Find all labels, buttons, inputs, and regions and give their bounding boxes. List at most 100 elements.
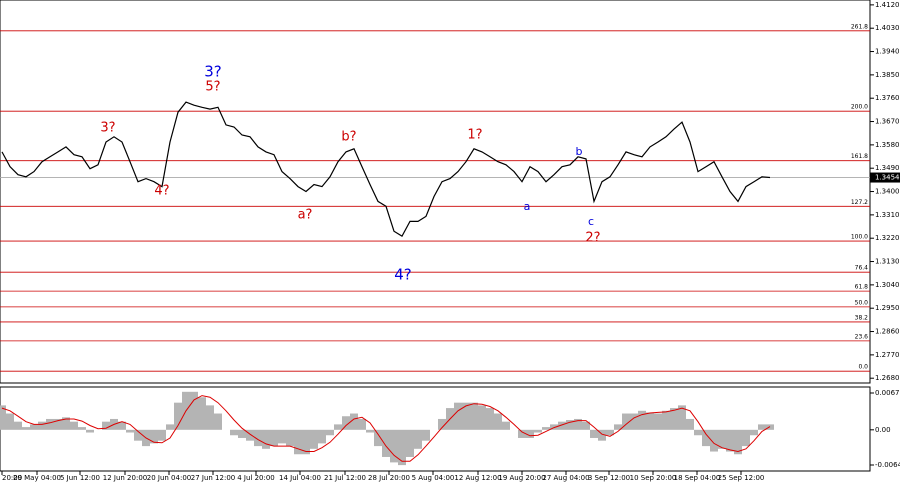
histogram-bar (622, 413, 630, 430)
histogram-bar (190, 391, 198, 430)
y-tick-label: 1.3670 (875, 118, 900, 126)
wave-label: b (576, 145, 583, 158)
oscillator-panel (0, 386, 871, 472)
histogram-bar (350, 413, 358, 430)
price-panel (0, 0, 871, 384)
histogram-bar (46, 418, 54, 430)
x-tick-label: 5 Jun 12:00 (60, 474, 100, 482)
histogram-bar (70, 421, 78, 430)
y-tick-label: 1.2770 (875, 351, 900, 359)
histogram-bar (750, 429, 758, 436)
fib-label: 261.8 (851, 23, 868, 30)
histogram-bar (30, 424, 38, 430)
histogram-bar (310, 429, 318, 449)
histogram-bar (574, 418, 582, 430)
histogram-bar (686, 418, 694, 430)
last-price-box (870, 172, 900, 183)
histogram-bar (734, 429, 742, 455)
x-tick-label: 27 Jun 12:00 (191, 474, 235, 482)
histogram-bar (598, 429, 606, 441)
x-tick-label: 25 Sep 12:00 (718, 474, 765, 482)
x-tick-label: 10 Sep 20:00 (630, 474, 677, 482)
histogram-bar (494, 413, 502, 430)
wave-label: 2? (585, 231, 600, 246)
x-tick-label: 21 Jul 12:00 (324, 474, 366, 482)
histogram-bar (150, 429, 158, 444)
histogram-bar (534, 429, 542, 433)
histogram-bar (566, 420, 574, 430)
histogram-bar (742, 429, 750, 447)
histogram-bar (0, 405, 6, 430)
histogram-bar (22, 427, 30, 430)
y-tick-label: 1.3490 (875, 164, 900, 172)
histogram-bar (134, 429, 142, 441)
histogram-bar (318, 429, 326, 444)
histogram-bar (382, 429, 390, 457)
histogram-bar (606, 429, 614, 436)
histogram-bar (206, 405, 214, 430)
histogram-bar (662, 410, 670, 430)
histogram-bar (670, 408, 678, 430)
histogram-bar (198, 397, 206, 430)
histogram-bar (646, 412, 654, 430)
y-tick-label: 1.3850 (875, 71, 900, 79)
histogram-bar (278, 429, 286, 444)
histogram-bar (366, 429, 374, 433)
fib-label: 200.0 (851, 104, 868, 111)
histogram-bar (86, 429, 94, 433)
wave-label: 1? (467, 128, 482, 143)
wave-label: 3? (204, 63, 222, 81)
x-tick-label: 27 Aug 04:00 (542, 474, 589, 482)
histogram-bar (694, 429, 702, 436)
y-tick-label: -0.00648 (875, 461, 900, 469)
histogram-bar (478, 405, 486, 430)
fib-label: 61.8 (855, 284, 869, 291)
y-tick-label: 1.3040 (875, 281, 900, 289)
x-tick-label: 28 Jul 20:00 (368, 474, 410, 482)
histogram-bar (334, 424, 342, 430)
y-tick-label: 1.3130 (875, 258, 900, 266)
histogram-bar (558, 421, 566, 430)
x-tick-label: 4 Jul 20:00 (237, 474, 275, 482)
wave-label: a (524, 200, 531, 213)
histogram-bar (462, 402, 470, 430)
histogram-bar (678, 405, 686, 430)
fib-label: 76.4 (855, 265, 869, 272)
histogram-bar (54, 418, 62, 430)
histogram-bar (78, 427, 86, 430)
histogram-bar (62, 417, 70, 430)
histogram-bar (254, 429, 262, 447)
histogram-bar (286, 429, 294, 447)
x-tick-label: 12 Aug 12:00 (454, 474, 501, 482)
histogram-bar (518, 429, 526, 438)
histogram-bar (158, 429, 166, 441)
y-tick-label: 1.2860 (875, 328, 900, 336)
signal-line (1, 395, 771, 462)
fib-label: 23.6 (855, 333, 869, 340)
histogram-bar (542, 427, 550, 430)
histogram-bar (214, 413, 222, 430)
histogram-bar (710, 429, 718, 452)
histogram-bar (718, 429, 726, 449)
wave-label: 4? (394, 266, 412, 284)
histogram-bar (398, 429, 406, 466)
histogram-bar (422, 429, 430, 441)
histogram-bar (230, 429, 238, 436)
histogram-bar (326, 429, 334, 436)
histogram-bar (654, 413, 662, 430)
histogram-bar (38, 421, 46, 430)
histogram-bar (14, 421, 22, 430)
x-tick-label: 19 Aug 20:00 (498, 474, 545, 482)
histogram-bar (238, 429, 246, 438)
x-tick-label: 18 Sep 04:00 (674, 474, 721, 482)
histogram-bar (526, 429, 534, 438)
histogram-bar (454, 402, 462, 430)
histogram-bar (118, 421, 126, 430)
last-price-label: 1.3454 (875, 174, 900, 182)
price-line (1, 101, 771, 237)
wave-label: 3? (100, 121, 115, 136)
wave-label: c (588, 215, 594, 228)
x-tick-label: 3 Sep 12:00 (588, 474, 630, 482)
fib-label: 50.0 (855, 299, 869, 306)
